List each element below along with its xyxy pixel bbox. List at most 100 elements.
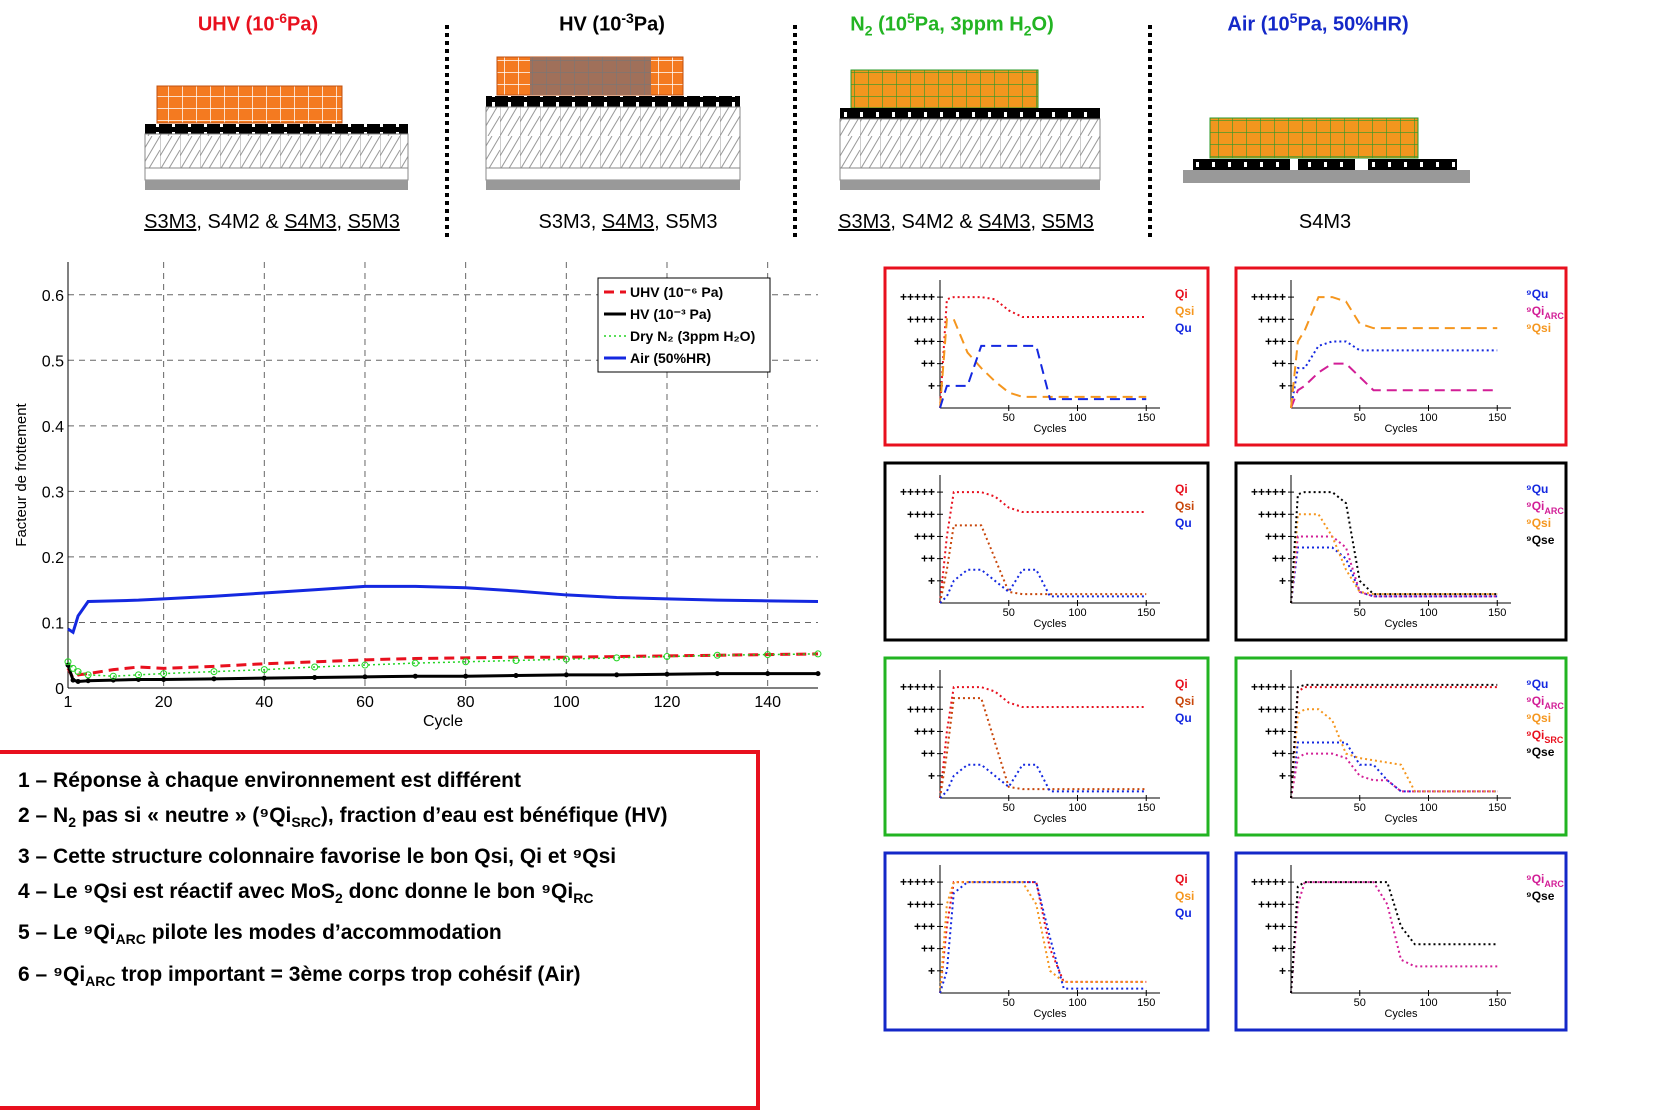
text-part: S4M3: [1298, 211, 1352, 233]
diagram-air: [1183, 117, 1470, 183]
series-line: [1290, 296, 1498, 409]
conclusion: 2 – N2 pas si « neutre » (⁹QiSRC), fract…: [18, 803, 763, 835]
x-tick-label: 100: [1419, 997, 1437, 1009]
marker: [260, 666, 268, 674]
marker: [85, 678, 91, 684]
legend-name: ⁹Qu: [1526, 677, 1548, 691]
text-part: pilote les modes d’accommodation: [145, 921, 502, 945]
legend-label: ⁹Qsi: [1526, 516, 1551, 530]
legend-label: ⁹Qse: [1526, 745, 1555, 759]
panel-frame: [1234, 461, 1568, 642]
sample-list: S4M3: [1299, 211, 1351, 234]
legend-label: Qu: [1175, 906, 1192, 920]
series-line: [939, 697, 1147, 799]
legend-box: [597, 277, 771, 373]
panel-frame: [1234, 656, 1568, 837]
x-tick-label: 150: [1137, 802, 1155, 814]
marker: [714, 671, 720, 677]
conclusion: 6 – ⁹QiARC trop important = 3ème corps t…: [18, 962, 763, 994]
text-part: S4M3: [601, 211, 655, 233]
legend-name: Qsi: [1175, 889, 1194, 903]
series-line: [939, 344, 1147, 409]
y-tick-label: +: [1279, 964, 1286, 978]
legend-label: Qsi: [1175, 889, 1194, 903]
marker: [713, 651, 721, 659]
x-tick-label: 50: [1354, 997, 1366, 1009]
text-part: 2: [864, 22, 873, 39]
legend-name: Qsi: [1175, 499, 1194, 513]
legend-name: Qsi: [1175, 694, 1194, 708]
x-tick-label: 150: [1488, 997, 1506, 1009]
marker: [311, 663, 319, 671]
legend-label: Dry N₂ (3ppm H₂O): [630, 328, 755, 344]
x-tick-label: 140: [754, 694, 781, 711]
y-tick-label: +: [928, 379, 935, 393]
x-tick-label: 100: [553, 694, 580, 711]
marker: [462, 658, 470, 666]
y-tick-label: 0.6: [42, 288, 64, 305]
legend-name: ⁹Qu: [1526, 482, 1548, 496]
marker: [613, 654, 621, 662]
y-tick-label: +++++: [900, 875, 935, 889]
legend-sub: ARC: [1544, 701, 1564, 711]
legend-name: ⁹Qi: [1526, 728, 1544, 742]
legend-label: ⁹Qse: [1526, 533, 1555, 547]
y-tick-label: +++++: [1251, 680, 1286, 694]
x-tick-label: 40: [255, 694, 273, 711]
marker: [64, 658, 72, 666]
y-tick-label: 0.2: [42, 550, 64, 567]
series-line: [66, 652, 819, 681]
legend-label: ⁹Qu: [1526, 287, 1548, 301]
legend-name: ⁹Qsi: [1526, 711, 1551, 725]
x-axis-title: Cycles: [1033, 618, 1067, 630]
legend-name: ⁹Qi: [1526, 499, 1544, 513]
series-line: [1290, 362, 1498, 409]
y-tick-label: ++++: [1258, 897, 1286, 911]
series-line: [939, 763, 1147, 799]
legend-name: Qi: [1175, 287, 1188, 301]
x-tick-label: 50: [1003, 997, 1015, 1009]
y-tick-label: ++++: [907, 507, 935, 521]
series-line: [939, 881, 1147, 994]
y-tick-label: ++++: [1258, 507, 1286, 521]
series-line: [1290, 881, 1498, 994]
x-tick-label: 100: [1068, 997, 1086, 1009]
x-axis-title: Cycles: [1384, 1008, 1418, 1020]
y-tick-label: +++++: [1251, 485, 1286, 499]
sample-list: S3M3, S4M2 & S4M3, S5M3: [144, 211, 400, 234]
x-tick-label: 50: [1003, 412, 1015, 424]
marker: [614, 672, 620, 678]
legend-label: HV (10⁻³ Pa): [630, 306, 711, 322]
x-tick-label: 60: [356, 694, 374, 711]
env-header: HV (10-3Pa): [559, 10, 665, 37]
legend-name: ⁹Qse: [1526, 745, 1555, 759]
series-line: [1290, 683, 1498, 799]
marker: [663, 653, 671, 661]
y-tick-label: +: [928, 769, 935, 783]
text-part: pas si « neutre » (⁹Qi: [76, 804, 292, 827]
x-tick-label: 100: [1068, 412, 1086, 424]
legend-label: UHV (10⁻⁶ Pa): [630, 284, 723, 300]
diagram-n2: [839, 69, 1101, 190]
x-axis-title: Cycles: [1384, 618, 1418, 630]
text-part: S4M3: [284, 211, 337, 233]
series-line: [939, 524, 1147, 604]
y-tick-label: +++: [1265, 529, 1286, 543]
text-part: (10: [872, 13, 907, 36]
legend-label: Qi: [1175, 872, 1188, 886]
legend-label: Qu: [1175, 516, 1192, 530]
legend-label: ⁹Qu: [1526, 677, 1548, 691]
text-part: 2 – N: [18, 804, 69, 827]
y-tick-label: ++: [921, 747, 935, 761]
legend-label: ⁹Qsi: [1526, 321, 1551, 335]
legend-name: Qi: [1175, 872, 1188, 886]
y-tick-label: ++: [921, 552, 935, 566]
conclusion: 1 – Réponse à chaque environnement est d…: [18, 768, 763, 794]
series-line: [1290, 491, 1498, 604]
legend-label: Qi: [1175, 482, 1188, 496]
x-tick-label: 50: [1003, 802, 1015, 814]
series-line: [67, 584, 819, 635]
x-tick-label: 120: [654, 694, 681, 711]
env-header: Air (105Pa, 50%HR): [1227, 10, 1408, 37]
text-part: ), fraction d’eau est bénéfique (HV): [320, 804, 668, 827]
